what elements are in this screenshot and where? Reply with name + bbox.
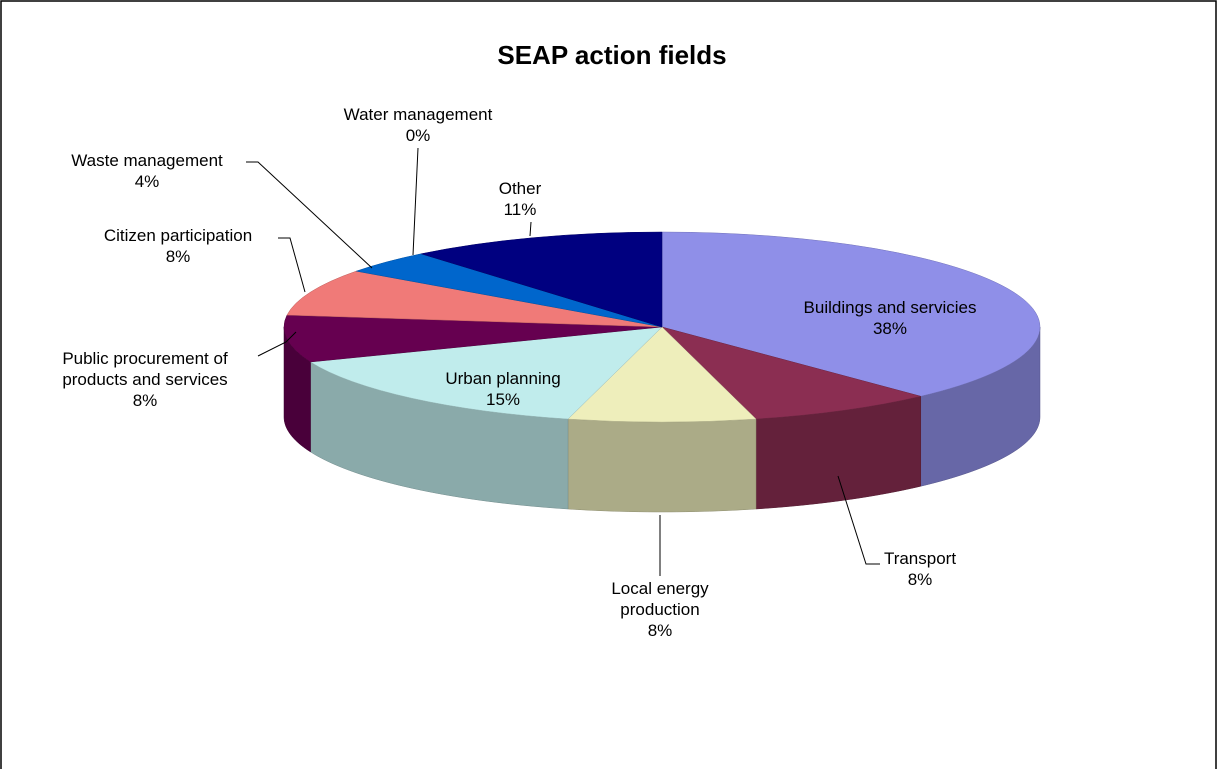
category-label: Water management (343, 105, 493, 124)
category-label: Urban planning (445, 369, 561, 388)
slice (567, 326, 757, 423)
slice-label: Water management 0% (344, 104, 493, 146)
slice-label: Buildings and servicies 38% (804, 297, 977, 339)
slice-label: Other 11% (499, 178, 542, 220)
slice-label: Public procurement of products and servi… (35, 348, 255, 411)
leader-line (278, 237, 306, 293)
leader-line (412, 147, 419, 256)
slice-label: Waste management 4% (71, 150, 223, 192)
chart-title: SEAP action fields (497, 40, 726, 70)
slice (661, 231, 1041, 397)
slice (309, 326, 663, 420)
value-label: 4% (134, 172, 160, 191)
leader-line (257, 331, 297, 357)
slice (661, 326, 921, 420)
value-label: 15% (485, 390, 521, 409)
value-label: 11% (503, 200, 537, 219)
slice-side (567, 418, 757, 513)
slice-label: Citizen participation 8% (104, 225, 252, 267)
category-label: Transport (883, 549, 957, 568)
category-label: Buildings and servicies (803, 298, 977, 317)
slice (420, 231, 663, 328)
value-label: 38% (872, 319, 908, 338)
category-label: Other (498, 179, 542, 198)
leader-line (529, 221, 532, 237)
slice-label: Transport 8% (884, 548, 956, 590)
slice-label: Urban planning 15% (445, 368, 560, 410)
slice (286, 270, 663, 328)
category-label: Citizen participation (103, 226, 253, 245)
value-label: 8% (647, 621, 673, 640)
category-label: Waste management (71, 151, 223, 170)
value-label: 8% (132, 391, 158, 410)
slice-label: Local energy production 8% (600, 578, 720, 641)
slice (283, 314, 663, 363)
category-label: Public procurement of products and servi… (62, 349, 228, 389)
leader-line (837, 475, 880, 565)
value-label: 8% (907, 570, 933, 589)
value-label: 0% (405, 126, 431, 145)
category-label: Local energy production (611, 579, 709, 619)
leader-line (246, 161, 373, 269)
value-label: 8% (165, 247, 191, 266)
